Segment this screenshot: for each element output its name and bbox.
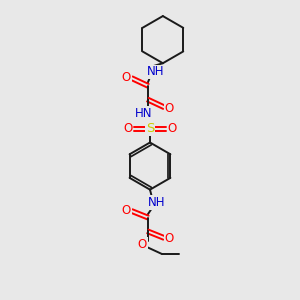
Text: HN: HN	[135, 107, 152, 120]
Text: NH: NH	[147, 65, 164, 78]
Text: O: O	[138, 238, 147, 251]
Text: O: O	[122, 203, 131, 217]
Text: O: O	[165, 102, 174, 115]
Text: O: O	[123, 122, 132, 135]
Text: NH: NH	[148, 196, 165, 209]
Text: O: O	[165, 232, 174, 245]
Text: O: O	[168, 122, 177, 135]
Text: O: O	[122, 70, 131, 84]
Text: S: S	[146, 122, 154, 135]
